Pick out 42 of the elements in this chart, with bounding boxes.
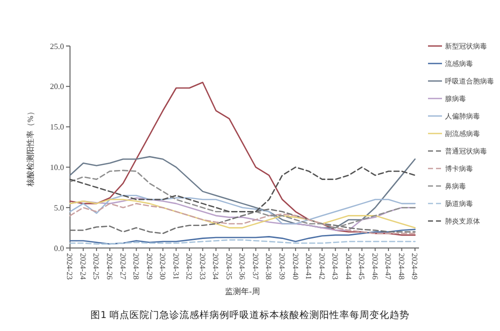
x-tick-label: 2024-25 xyxy=(92,253,101,280)
x-tick-label: 2024-28 xyxy=(132,253,141,280)
y-tick-label: 10.0 xyxy=(50,163,64,172)
x-tick-label: 2024-36 xyxy=(238,253,247,280)
x-tick-label: 2024-26 xyxy=(105,253,114,280)
line-series xyxy=(69,170,416,228)
x-tick-label: 2024-46 xyxy=(370,253,380,280)
x-tick-label: 2024-27 xyxy=(118,253,128,280)
text: 图1 哨点医院门急诊流感样病例呼吸道标本核酸检测阳性率每周变化趋势 xyxy=(90,309,410,321)
x-tick-label: 2024-44 xyxy=(344,253,353,280)
line-series xyxy=(69,82,416,236)
y-axis-title: 核酸检测阳性率（%） xyxy=(26,108,35,188)
x-tick-label: 2024-43 xyxy=(330,253,340,280)
x-tick-label: 2024-33 xyxy=(198,253,207,280)
x-tick-label: 2024-38 xyxy=(264,253,274,280)
x-tick-label: 2024-47 xyxy=(384,253,393,280)
x-tick-label: 2024-23 xyxy=(65,253,74,280)
y-tick-label: 20.0 xyxy=(50,82,64,92)
x-tick-label: 2024-37 xyxy=(250,253,260,280)
line-series xyxy=(69,166,416,212)
x-tick-label: 2024-45 xyxy=(357,253,366,280)
x-tick-label: 2024-35 xyxy=(224,253,234,280)
line-series xyxy=(69,202,416,234)
x-tick-label: 2024-29 xyxy=(144,253,154,280)
x-tick-label: 2024-49 xyxy=(410,253,420,280)
line-series xyxy=(69,156,416,228)
y-tick-label: 15.0 xyxy=(50,122,64,132)
x-tick-label: 2024-24 xyxy=(78,253,88,280)
x-tick-label: 2024-39 xyxy=(278,253,287,280)
x-tick-label: 2024-31 xyxy=(171,253,180,280)
x-tick-label: 2024-42 xyxy=(317,253,326,280)
x-tick-label: 2024-41 xyxy=(304,253,314,280)
y-tick-label: 5.0 xyxy=(54,203,64,212)
y-tick-label: 0.0 xyxy=(54,244,64,253)
line-series xyxy=(69,228,416,245)
x-tick-label: 2024-32 xyxy=(184,253,194,280)
x-tick-label: 2024-40 xyxy=(290,253,300,280)
x-tick-label: 2024-30 xyxy=(158,253,168,280)
x-tick-label: 2024-48 xyxy=(396,253,406,280)
x-tick-label: 2024-34 xyxy=(211,253,220,280)
y-tick-label: 25.0 xyxy=(50,42,64,51)
x-axis-title: 监测年-周 xyxy=(225,287,260,296)
